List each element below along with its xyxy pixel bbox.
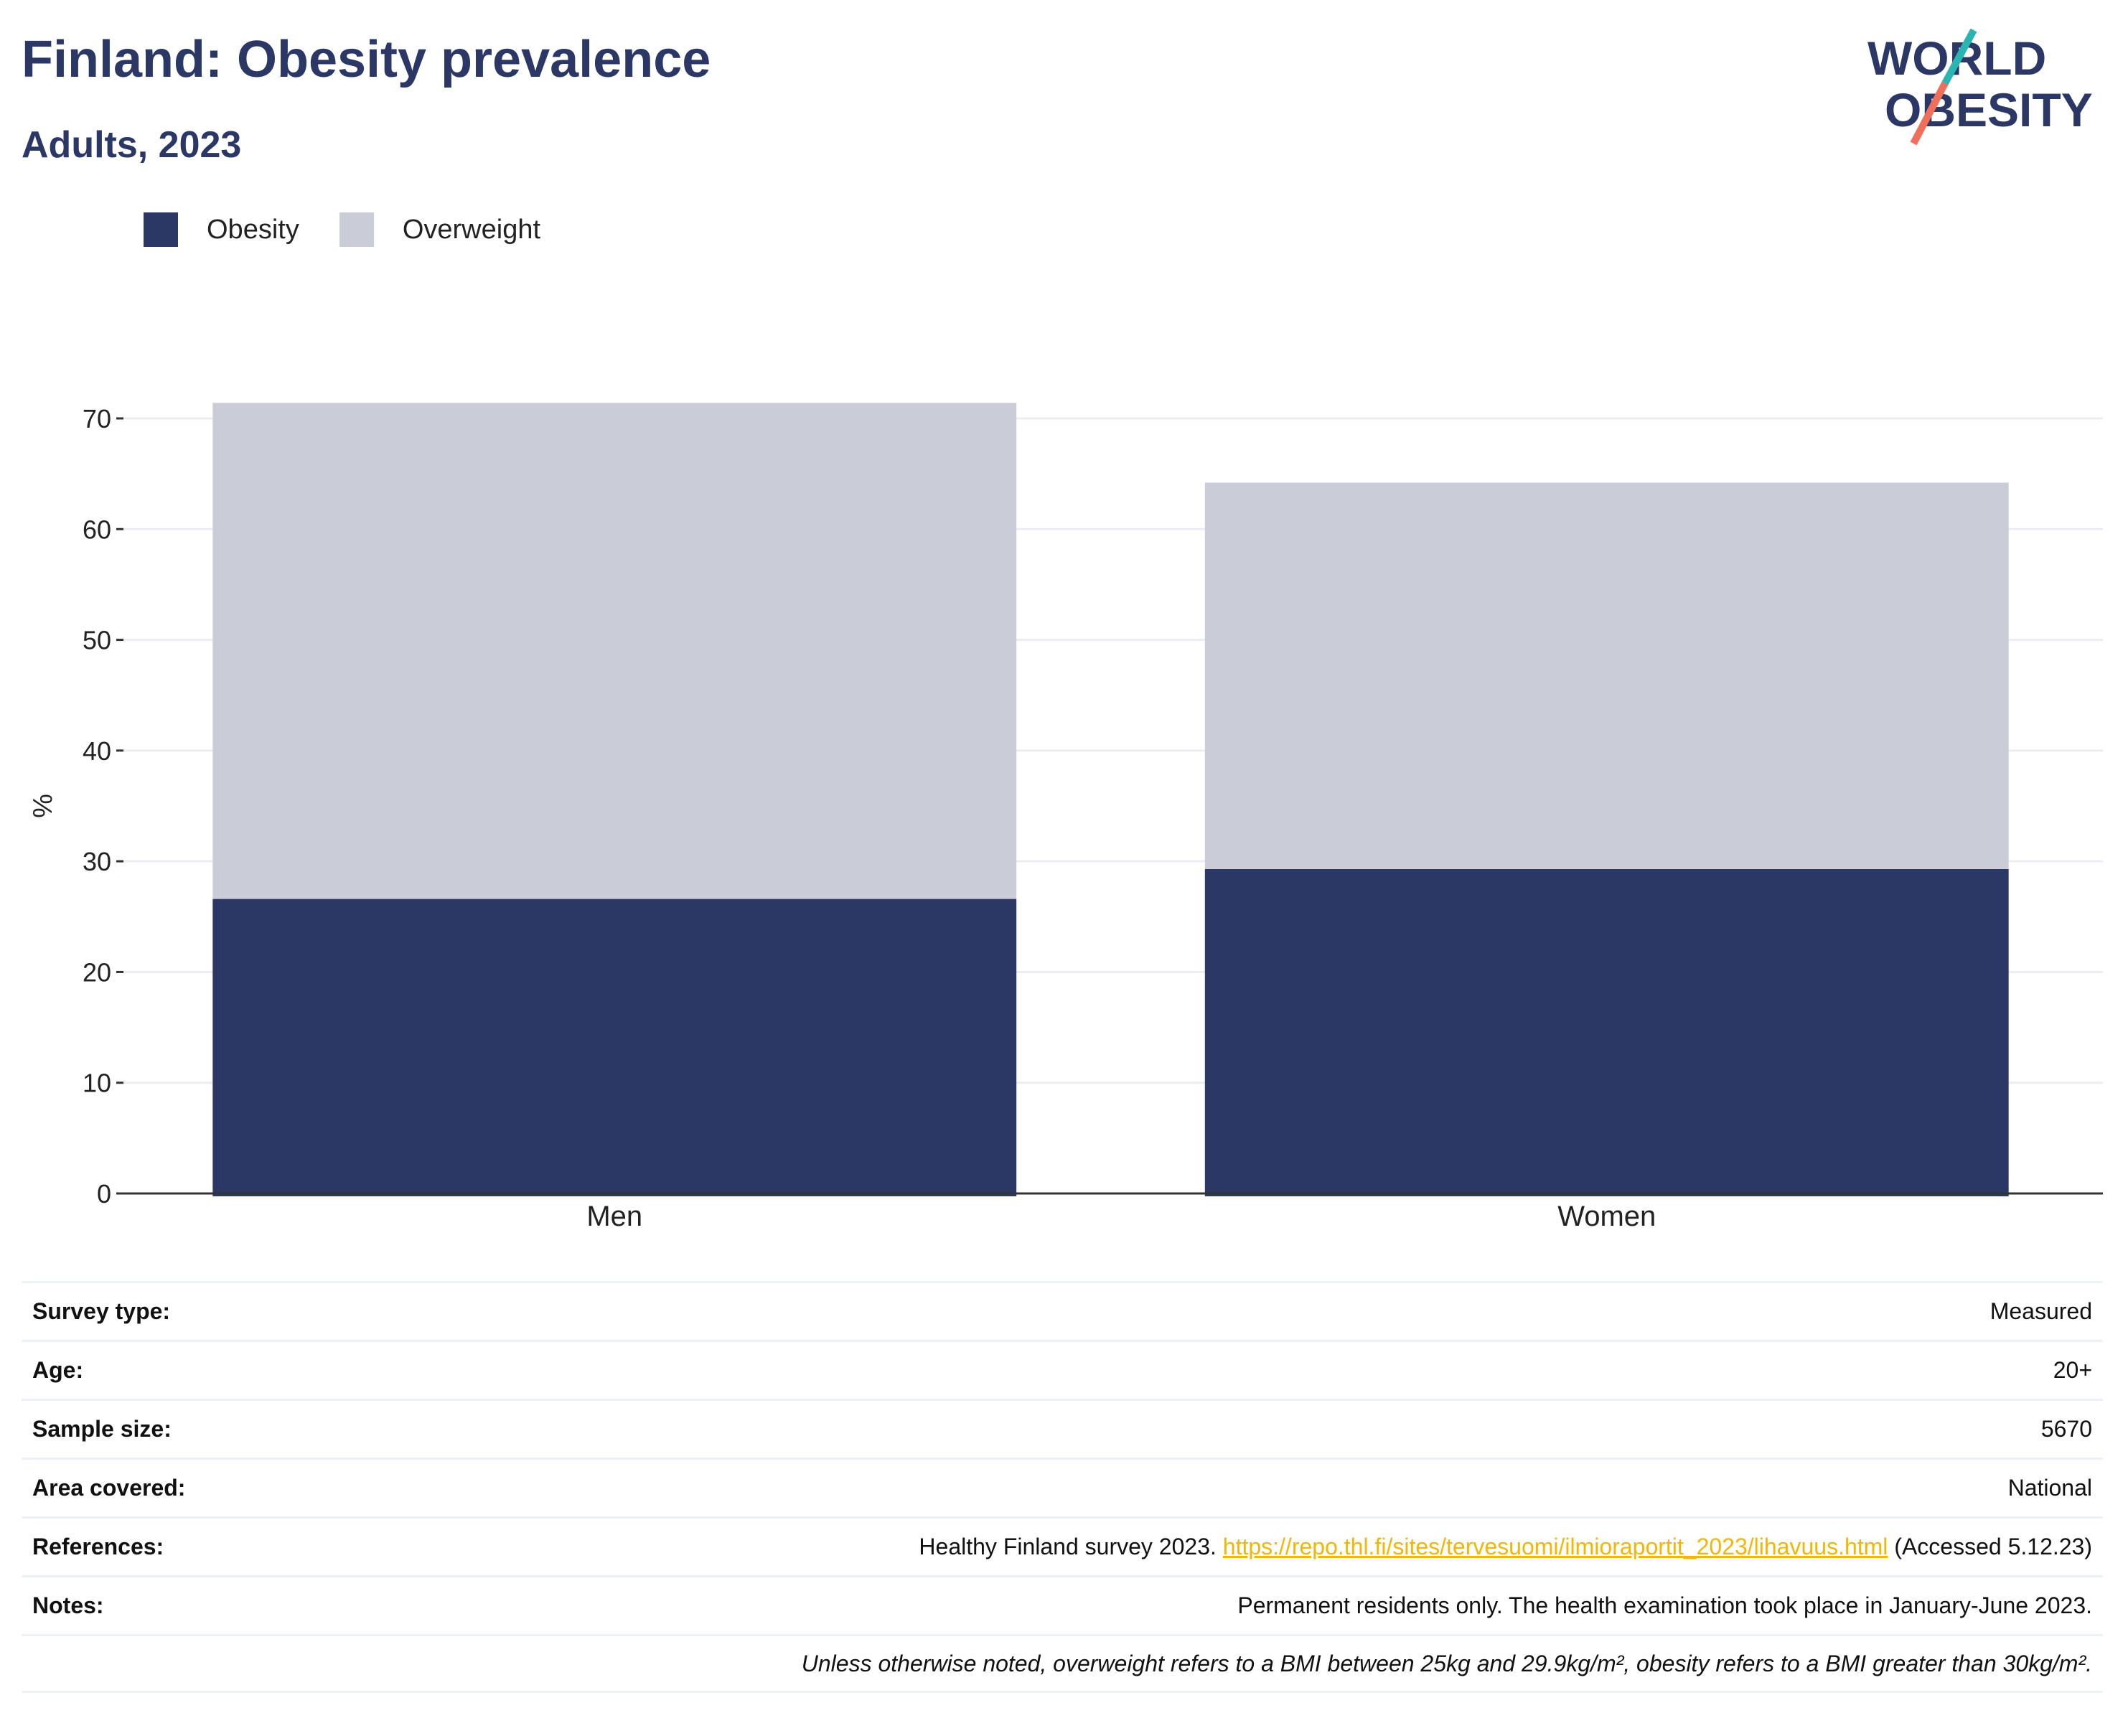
info-row-footnote: Unless otherwise noted, overweight refer…: [22, 1634, 2103, 1693]
legend-label-obesity: Obesity: [207, 214, 299, 245]
y-tick-label: 70: [83, 404, 111, 433]
bar-chart: 0 10 20 30 40 50 60 70% Men Women: [28, 403, 2103, 1232]
info-row-sample-size: Sample size: 5670: [22, 1399, 2103, 1458]
bar-overweight-men: [212, 403, 1017, 899]
x-tick-label: Men: [586, 1201, 642, 1232]
area-value: National: [2007, 1475, 2092, 1501]
chart-legend: Obesity Overweight: [144, 212, 581, 247]
y-tick-label: 0: [97, 1179, 111, 1209]
y-tick-label: 30: [83, 847, 111, 876]
bar-overweight-women: [1204, 482, 2009, 869]
page-subtitle: Adults, 2023: [22, 124, 242, 166]
notes-value: Permanent residents only. The health exa…: [1237, 1592, 2092, 1618]
world-obesity-logo: WORLD OBESITY: [1867, 29, 2093, 146]
y-tick-label: 40: [83, 736, 111, 766]
references-label: References:: [32, 1534, 164, 1559]
legend-item-obesity[interactable]: Obesity: [144, 212, 299, 247]
sample-size-label: Sample size:: [32, 1416, 172, 1442]
y-tick-label: 60: [83, 515, 111, 544]
notes-label: Notes:: [32, 1592, 104, 1618]
references-prefix: Healthy Finland survey 2023.: [919, 1534, 1217, 1559]
logo-slash-coral: [1910, 81, 1949, 146]
logo-slash-teal: [1941, 29, 1977, 85]
y-tick-label: 50: [83, 626, 111, 655]
area-label: Area covered:: [32, 1475, 186, 1501]
legend-item-overweight[interactable]: Overweight: [339, 212, 540, 247]
age-value: 20+: [2053, 1357, 2092, 1383]
references-value: Healthy Finland survey 2023. https://rep…: [919, 1534, 2092, 1560]
legend-label-overweight: Overweight: [402, 214, 541, 245]
info-row-age: Age: 20+: [22, 1340, 2103, 1399]
sample-size-value: 5670: [2040, 1416, 2092, 1442]
references-link[interactable]: https://repo.thl.fi/sites/tervesuomi/ilm…: [1222, 1534, 1888, 1559]
survey-type-value: Measured: [1990, 1298, 2092, 1324]
bmi-footnote: Unless otherwise noted, overweight refer…: [801, 1650, 2092, 1676]
legend-swatch-overweight: [339, 212, 374, 247]
y-tick-label: 10: [83, 1069, 111, 1098]
legend-swatch-obesity: [144, 212, 178, 247]
age-label: Age:: [32, 1357, 84, 1383]
survey-info-table: Survey type: Measured Age: 20+ Sample si…: [22, 1281, 2103, 1693]
info-row-survey-type: Survey type: Measured: [22, 1281, 2103, 1340]
bar-obesity-women: [1204, 868, 2009, 1196]
info-row-notes: Notes: Permanent residents only. The hea…: [22, 1575, 2103, 1634]
x-tick-label: Women: [1557, 1201, 1656, 1232]
y-tick-label: 20: [83, 957, 111, 987]
y-axis-label: %: [28, 794, 58, 818]
info-row-area: Area covered: National: [22, 1458, 2103, 1516]
survey-type-label: Survey type:: [32, 1298, 171, 1324]
bar-obesity-men: [212, 899, 1017, 1196]
references-suffix: (Accessed 5.12.23): [1894, 1534, 2092, 1559]
info-row-references: References: Healthy Finland survey 2023.…: [22, 1516, 2103, 1575]
page-title: Finland: Obesity prevalence: [22, 31, 711, 88]
